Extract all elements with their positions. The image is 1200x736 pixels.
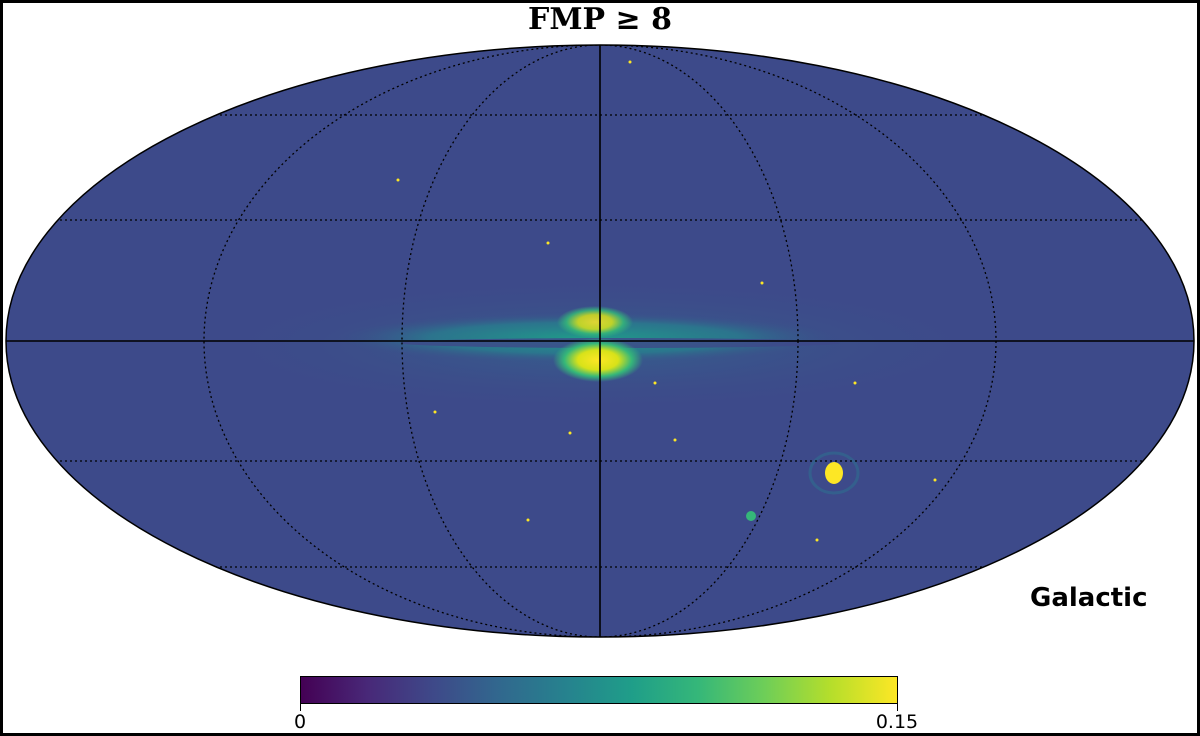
map-outline — [5, 44, 1195, 638]
colorbar-tick-min — [300, 703, 301, 711]
graticule-axes — [6, 45, 1194, 637]
galactic-plane-band — [325, 312, 845, 364]
colorbar-min-label: 0 — [293, 711, 307, 733]
colorbar — [300, 676, 898, 704]
galactic-bulge — [553, 338, 643, 382]
large-magellanic-cloud — [825, 462, 843, 484]
small-magellanic-cloud — [746, 511, 756, 521]
point-sources — [396, 60, 937, 542]
colorbar-max-label: 0.15 — [875, 711, 919, 733]
sky-features — [6, 45, 1194, 637]
map-title: FMP ≥ 8 — [528, 2, 672, 37]
lmc-halo — [808, 451, 860, 495]
colorbar-tick-max — [897, 703, 898, 711]
coordinate-system-label: Galactic — [1030, 583, 1148, 613]
galactic-bulge-upper — [557, 306, 633, 338]
